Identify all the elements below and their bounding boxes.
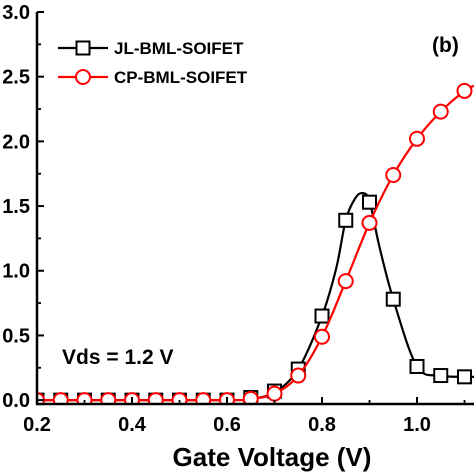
legend: JL-BML-SOIFET CP-BML-SOIFET [58,39,248,87]
series-jl-bml-soifet [37,191,474,404]
legend-label: CP-BML-SOIFET [114,68,248,87]
legend-label: JL-BML-SOIFET [114,39,244,58]
circle-marker [100,392,117,404]
circle-marker [76,392,93,404]
circle-marker [409,130,425,147]
x-axis-title: Gate Voltage (V) [173,442,372,472]
y-tick-label: 0.0 [2,390,30,412]
series-line-jl-bml-soifet [37,191,474,402]
x-tick-label: 0.6 [213,414,241,436]
x-tick-label: 0.4 [118,414,147,436]
circle-marker [385,167,402,184]
square-marker [409,358,425,374]
circle-marker [432,103,449,120]
vds-annotation: Vds = 1.2 V [62,346,173,369]
square-marker [457,369,472,385]
square-marker [338,212,354,228]
y-tick-label: 2.0 [2,131,30,153]
circle-marker [314,328,330,345]
axes-layer: 0.2 0.4 0.6 0.8 1.0 0.0 0.5 1.0 1.5 2.0 2.5 3.0 [2,2,474,436]
legend-marker [75,69,91,85]
circle-marker [52,392,69,404]
x-tick-label: 0.8 [308,414,336,436]
y-tick-label: 1.0 [2,261,30,283]
square-marker [362,194,377,210]
circle-marker [171,392,188,404]
circle-marker [147,392,164,404]
square-marker [314,308,330,324]
legend-entry: CP-BML-SOIFET [58,68,248,87]
circle-marker [242,390,259,404]
circle-marker [290,367,307,384]
square-marker [385,291,401,307]
circle-marker [361,214,378,231]
y-tick-label: 0.5 [2,325,30,347]
square-marker [433,368,449,384]
y-tick-label: 3.0 [2,2,30,24]
circle-marker [456,82,473,99]
circle-marker [195,392,212,404]
x-tick-label: 1.0 [403,414,431,436]
circle-marker [337,273,354,290]
panel-label: (b) [432,34,459,57]
circle-marker [266,385,283,402]
legend-marker [75,40,91,56]
y-tick-label: 1.5 [2,196,30,218]
y-tick-label: 2.5 [2,67,30,89]
x-tick-label: 0.2 [23,414,51,436]
legend-entry: JL-BML-SOIFET [58,39,244,58]
